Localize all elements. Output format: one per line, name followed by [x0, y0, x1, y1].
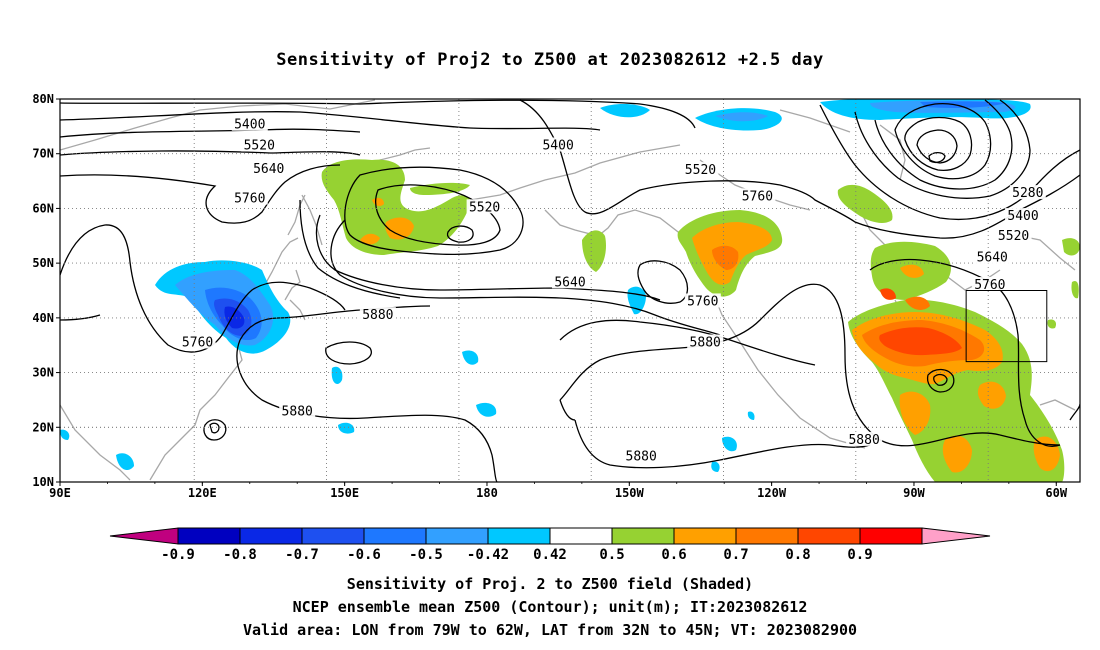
colorbar-label: -0.8: [223, 547, 257, 563]
colorbar-swatch: [239, 527, 303, 545]
contour-label-bg: [682, 162, 719, 177]
contour-label-bg: [1009, 185, 1046, 200]
contour-label: 5400: [542, 139, 573, 154]
contour-label: 5520: [998, 229, 1029, 244]
contour-label: 5640: [253, 162, 284, 177]
colorbar-max-triangle: [921, 527, 991, 545]
lon-tick-label: 90W: [903, 486, 925, 500]
colorbar-swatch: [611, 527, 675, 545]
contour-label: 5760: [974, 278, 1005, 293]
contour-label-bg: [241, 137, 278, 152]
colorbar-swatch: [363, 527, 427, 545]
footer-line-2: NCEP ensemble mean Z500 (Contour); unit(…: [292, 598, 808, 616]
latitude-axis: 80N 70N 60N 50N 40N 30N 20N 10N: [32, 92, 60, 489]
colorbar-label: -0.6: [347, 547, 381, 563]
contour-label: 5880: [690, 335, 721, 350]
lat-tick-label: 10N: [32, 475, 54, 489]
footer-line-3: Valid area: LON from 79W to 62W, LAT fro…: [242, 621, 858, 639]
z500-contours: [60, 99, 1080, 482]
contour-label: 5880: [362, 308, 393, 323]
lon-tick-label: 180: [476, 486, 498, 500]
colorbar: -0.9 -0.8 -0.7 -0.6 -0.5 -0.42 0.42 0.5 0.6 0.7 0.…: [109, 527, 991, 563]
contour-label-bg: [540, 137, 577, 152]
contour-label-bg: [971, 277, 1008, 292]
colorbar-swatch: [735, 527, 799, 545]
contour-label-bg: [359, 307, 396, 322]
contour-label-bg: [1005, 208, 1042, 223]
colorbar-swatch: [673, 527, 737, 545]
colorbar-label: -0.42: [467, 547, 509, 563]
colorbar-label: 0.9: [847, 547, 872, 563]
lat-tick-label: 60N: [32, 201, 54, 215]
colorbar-label: -0.7: [285, 547, 319, 563]
figure-title: Sensitivity of Proj2 to Z500 at 20230826…: [276, 50, 824, 70]
lon-tick-label: 60W: [1045, 486, 1067, 500]
contour-label: 5760: [234, 192, 265, 207]
longitude-axis: 90E 120E 150E 180 150W 120W 90W 60W: [49, 482, 1068, 500]
colorbar-min-triangle: [109, 527, 179, 545]
contour-label-bg: [231, 116, 268, 131]
contour-label: 5400: [1007, 209, 1038, 224]
colorbar-swatch: [487, 527, 551, 545]
lon-tick-label: 150W: [615, 486, 645, 500]
contour-label-bg: [179, 334, 216, 349]
contour-label: 5280: [1012, 186, 1043, 201]
contour-label: 5640: [554, 275, 585, 290]
map-plot-area: 5400 5520 5640 5760 5400 5520 5520 5760 5280 5400…: [60, 99, 1080, 482]
contour-label-bg: [250, 161, 287, 176]
colorbar-label: 0.42: [533, 547, 567, 563]
positive-sensitivity-shading: [321, 159, 1080, 482]
lon-tick-label: 120E: [188, 486, 217, 500]
lat-tick-label: 20N: [32, 420, 54, 434]
colorbar-swatch: [859, 527, 923, 545]
contour-label-bg: [846, 431, 883, 446]
contour-label-bg: [684, 293, 721, 308]
map-frame: [59, 98, 1081, 483]
colorbar-label: -0.5: [409, 547, 443, 563]
contour-label-bg: [466, 199, 503, 214]
colorbar-label: 0.8: [785, 547, 810, 563]
colorbar-swatch: [797, 527, 861, 545]
colorbar-label: -0.9: [161, 547, 195, 563]
contour-label-bg: [231, 190, 268, 205]
contour-label: 5400: [234, 118, 265, 133]
colorbar-swatch: [549, 527, 613, 545]
contour-label: 5520: [469, 200, 500, 215]
footer-line-1: Sensitivity of Proj. 2 to Z500 field (Sh…: [346, 575, 754, 593]
contour-label-bg: [279, 403, 316, 418]
contour-label: 5760: [742, 189, 773, 204]
contour-label: 5760: [182, 335, 213, 350]
lon-tick-label: 120W: [757, 486, 787, 500]
colorbar-swatch: [301, 527, 365, 545]
lat-tick-label: 70N: [32, 147, 54, 161]
contour-label: 5880: [848, 433, 879, 448]
contour-label-bg: [687, 334, 724, 349]
lat-tick-label: 80N: [32, 92, 54, 106]
lon-tick-label: 90E: [49, 486, 71, 500]
colorbar-swatch: [425, 527, 489, 545]
contour-label: 5880: [282, 404, 313, 419]
contour-label: 5880: [626, 449, 657, 464]
contour-label-bg: [552, 274, 588, 289]
contour-label: 5760: [687, 294, 718, 309]
contour-label-bg: [739, 188, 776, 203]
contour-label-bg: [995, 227, 1032, 242]
colorbar-label: 0.7: [723, 547, 748, 563]
lon-tick-label: 150E: [330, 486, 359, 500]
contour-label: 5520: [244, 139, 275, 154]
contour-label-bg: [623, 448, 660, 463]
lat-tick-label: 30N: [32, 366, 54, 380]
lat-tick-label: 50N: [32, 256, 54, 270]
valid-area-box: [965, 290, 1048, 363]
contour-labels: 5400 5520 5640 5760 5400 5520 5520 5760 5280 5400…: [179, 116, 1046, 464]
colorbar-label: 0.6: [661, 547, 686, 563]
contour-label: 5640: [977, 251, 1008, 266]
colorbar-label: 0.5: [599, 547, 624, 563]
contour-label-bg: [974, 249, 1011, 264]
colorbar-swatch: [177, 527, 241, 545]
lat-tick-label: 40N: [32, 311, 54, 325]
contour-label: 5520: [685, 163, 716, 178]
